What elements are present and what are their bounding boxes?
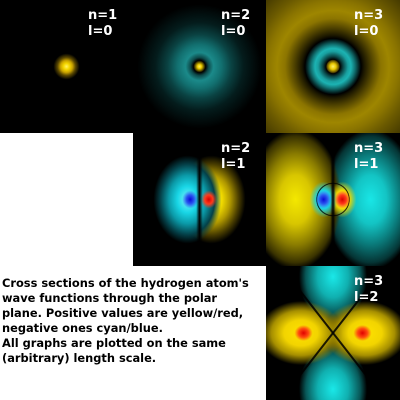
panel-n3-l1: n=3 l=1 bbox=[266, 133, 400, 266]
caption-line: wave functions through the polar bbox=[2, 291, 268, 306]
l-label: l=1 bbox=[354, 157, 383, 173]
n-label: n=3 bbox=[354, 8, 383, 24]
panel-label: n=3 l=0 bbox=[354, 8, 383, 40]
n-label: n=3 bbox=[354, 141, 383, 157]
panel-label: n=3 l=1 bbox=[354, 141, 383, 173]
caption-line: plane. Positive values are yellow/red, bbox=[2, 306, 268, 321]
panel-label: n=2 l=0 bbox=[221, 8, 250, 40]
l-label: l=0 bbox=[88, 24, 117, 40]
caption-line: All graphs are plotted on the same bbox=[2, 336, 268, 351]
n-label: n=2 bbox=[221, 141, 250, 157]
caption-line: Cross sections of the hydrogen atom's bbox=[2, 276, 268, 291]
caption-line: negative ones cyan/blue. bbox=[2, 321, 268, 336]
n-label: n=2 bbox=[221, 8, 250, 24]
caption-line: (arbitrary) length scale. bbox=[2, 351, 268, 366]
panel-n1-l0: n=1 l=0 bbox=[0, 0, 133, 133]
l-label: l=0 bbox=[354, 24, 383, 40]
n-label: n=3 bbox=[354, 274, 383, 290]
panel-n3-l0: n=3 l=0 bbox=[266, 0, 400, 133]
panel-n2-l1: n=2 l=1 bbox=[133, 133, 266, 266]
n-label: n=1 bbox=[88, 8, 117, 24]
panel-n3-l2: n=3 l=2 bbox=[266, 266, 400, 400]
panel-label: n=1 l=0 bbox=[88, 8, 117, 40]
l-label: l=2 bbox=[354, 290, 383, 306]
panel-n2-l0: n=2 l=0 bbox=[133, 0, 266, 133]
l-label: l=0 bbox=[221, 24, 250, 40]
l-label: l=1 bbox=[221, 157, 250, 173]
figure-caption: Cross sections of the hydrogen atom's wa… bbox=[2, 276, 268, 366]
panel-label: n=3 l=2 bbox=[354, 274, 383, 306]
panel-label: n=2 l=1 bbox=[221, 141, 250, 173]
